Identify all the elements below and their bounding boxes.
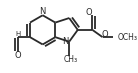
Text: CH₃: CH₃ bbox=[63, 55, 78, 64]
Text: O: O bbox=[102, 30, 109, 39]
Text: H: H bbox=[15, 31, 20, 36]
Text: O: O bbox=[86, 8, 92, 17]
Text: N: N bbox=[39, 7, 46, 16]
Text: OCH₃: OCH₃ bbox=[117, 33, 137, 42]
Text: O: O bbox=[14, 51, 21, 60]
Text: N: N bbox=[62, 37, 68, 46]
